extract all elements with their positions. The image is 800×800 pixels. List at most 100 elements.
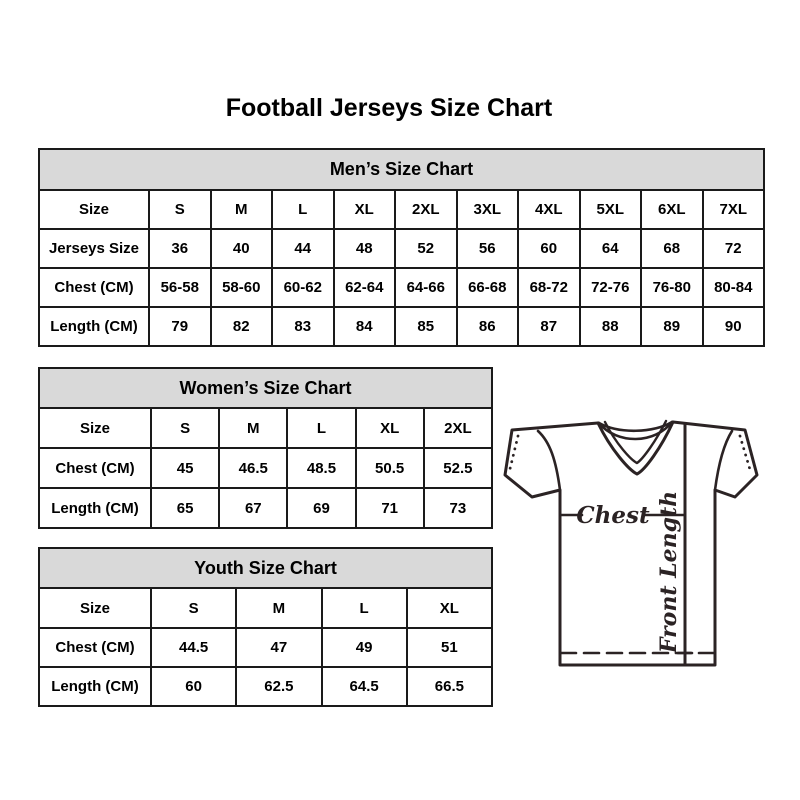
value-cell: 56 — [455, 228, 519, 269]
row-label-cell: Length (CM) — [38, 666, 152, 707]
value-cell: 73 — [422, 487, 494, 529]
row-label-cell: Chest (CM) — [38, 627, 152, 668]
value-cell: 50.5 — [354, 447, 425, 489]
table-row: Size S M L XL — [38, 587, 494, 629]
row-label-cell: Size — [38, 587, 152, 629]
table-title: Women’s Size Chart — [38, 367, 493, 409]
table-row: Length (CM) 65 67 69 71 73 — [38, 487, 494, 529]
row-label-cell: Size — [38, 189, 150, 230]
row-label-cell: Chest (CM) — [38, 447, 152, 489]
value-cell: 64.5 — [320, 666, 408, 707]
collar-trim-curve-2 — [597, 420, 674, 441]
value-cell: 76-80 — [640, 267, 704, 308]
value-cell: 51 — [405, 627, 494, 668]
value-cell: 52.5 — [422, 447, 494, 489]
value-cell: M — [235, 587, 323, 629]
value-cell: 36 — [148, 228, 212, 269]
value-cell: 56-58 — [148, 267, 212, 308]
table-row: Chest (CM) 56-58 58-60 60-62 62-64 64-66 66-68… — [38, 267, 765, 308]
jersey-outline — [503, 420, 759, 667]
table-row: Length (CM) 60 62.5 64.5 66.5 — [38, 666, 494, 707]
value-cell: 71 — [354, 487, 425, 529]
left-cuff-stitch-line — [507, 434, 520, 475]
value-cell: 49 — [320, 627, 408, 668]
youth-size-table: Youth Size Chart Size S M L XL Chest (CM) 44.5 4… — [38, 547, 494, 707]
table-row: Chest (CM) 45 46.5 48.5 50.5 52.5 — [38, 447, 494, 489]
mens-size-table: Men’s Size Chart Size S M L XL 2XL 3XL 4XL 5XL 6XL… — [38, 148, 765, 347]
value-cell: S — [149, 407, 221, 449]
value-cell: S — [148, 189, 212, 230]
value-cell: 2XL — [394, 189, 458, 230]
value-cell: 60 — [517, 228, 581, 269]
value-cell: S — [149, 587, 238, 629]
value-cell: 72 — [701, 228, 765, 269]
value-cell: 86 — [455, 306, 519, 347]
row-label-cell: Jerseys Size — [38, 228, 150, 269]
value-cell: 64 — [578, 228, 642, 269]
value-cell: 60 — [149, 666, 238, 707]
value-cell: 44.5 — [149, 627, 238, 668]
collar-trim-curve-1 — [597, 420, 674, 433]
page-title: Football Jerseys Size Chart — [225, 94, 553, 122]
table-row: Jerseys Size 36 40 44 48 52 56 60 64 68 72 — [38, 228, 765, 269]
table-row: Chest (CM) 44.5 47 49 51 — [38, 627, 494, 668]
row-label-cell: Length (CM) — [38, 487, 152, 529]
front-length-label: Front Length — [656, 491, 682, 654]
value-cell: 88 — [578, 306, 642, 347]
value-cell: 83 — [271, 306, 335, 347]
table-title: Youth Size Chart — [38, 547, 493, 589]
value-cell: 89 — [640, 306, 704, 347]
value-cell: L — [320, 587, 408, 629]
value-cell: 47 — [235, 627, 323, 668]
left-sleeve-seam — [536, 429, 562, 492]
table-row: Length (CM) 79 82 83 84 85 86 87 88 89 90 — [38, 306, 765, 347]
value-cell: 72-76 — [578, 267, 642, 308]
right-sleeve-seam — [713, 429, 734, 492]
value-cell: 7XL — [701, 189, 765, 230]
value-cell: 65 — [149, 487, 221, 529]
value-cell: 87 — [517, 306, 581, 347]
value-cell: 52 — [394, 228, 458, 269]
vneck-inner-curve — [603, 419, 668, 465]
value-cell: 68 — [640, 228, 704, 269]
value-cell: 62-64 — [332, 267, 396, 308]
value-cell: 2XL — [422, 407, 494, 449]
value-cell: 68-72 — [517, 267, 581, 308]
row-label-cell: Chest (CM) — [38, 267, 150, 308]
table-row: Size S M L XL 2XL — [38, 407, 494, 449]
value-cell: 64-66 — [394, 267, 458, 308]
value-cell: 4XL — [517, 189, 581, 230]
value-cell: 66-68 — [455, 267, 519, 308]
row-label-cell: Length (CM) — [38, 306, 150, 347]
value-cell: 5XL — [578, 189, 642, 230]
value-cell: 90 — [701, 306, 765, 347]
right-cuff-stitch-line — [738, 434, 753, 475]
value-cell: 84 — [332, 306, 396, 347]
value-cell: 6XL — [640, 189, 704, 230]
value-cell: 79 — [148, 306, 212, 347]
chest-label: Chest — [576, 502, 650, 529]
value-cell: 45 — [149, 447, 221, 489]
value-cell: 69 — [286, 487, 357, 529]
value-cell: 60-62 — [271, 267, 335, 308]
value-cell: 40 — [209, 228, 273, 269]
value-cell: 58-60 — [209, 267, 273, 308]
value-cell: M — [218, 407, 289, 449]
value-cell: 46.5 — [218, 447, 289, 489]
value-cell: 3XL — [455, 189, 519, 230]
table-title: Men’s Size Chart — [38, 148, 765, 191]
value-cell: XL — [354, 407, 425, 449]
value-cell: 67 — [218, 487, 289, 529]
value-cell: XL — [332, 189, 396, 230]
value-cell: 62.5 — [235, 666, 323, 707]
value-cell: 48.5 — [286, 447, 357, 489]
vneck-outer-curve — [596, 420, 675, 476]
table-row: Size S M L XL 2XL 3XL 4XL 5XL 6XL 7XL — [38, 189, 765, 230]
value-cell: 44 — [271, 228, 335, 269]
jersey-measurement-diagram: Chest Front Length — [495, 400, 775, 670]
value-cell: L — [271, 189, 335, 230]
value-cell: 85 — [394, 306, 458, 347]
value-cell: 80-84 — [701, 267, 765, 308]
value-cell: 48 — [332, 228, 396, 269]
value-cell: L — [286, 407, 357, 449]
